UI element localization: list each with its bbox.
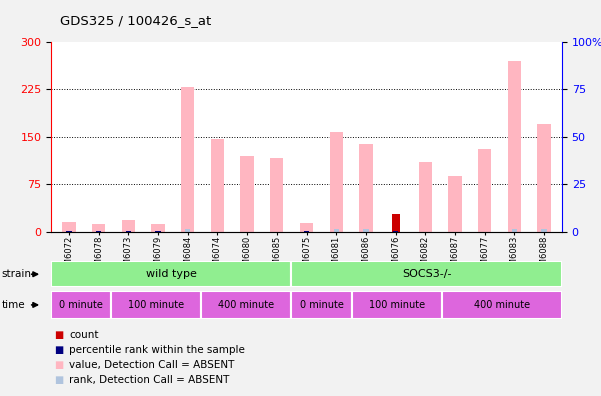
Text: 100 minute: 100 minute [368,300,425,310]
Bar [51,291,111,319]
Text: ■: ■ [54,360,63,370]
Bar [363,229,368,232]
Text: ■: ■ [54,329,63,340]
Bar [300,223,313,232]
Text: 0 minute: 0 minute [299,300,344,310]
Text: 400 minute: 400 minute [218,300,275,310]
Bar [51,261,291,287]
Bar [448,176,462,232]
Bar [537,124,551,232]
Text: ■: ■ [54,375,63,385]
Bar [291,291,352,319]
Bar [359,144,373,232]
Text: strain: strain [1,269,31,279]
Text: 100 minute: 100 minute [128,300,185,310]
Bar [478,149,492,232]
Bar [442,291,562,319]
Bar [240,156,254,232]
Text: rank, Detection Call = ABSENT: rank, Detection Call = ABSENT [69,375,230,385]
Text: ■: ■ [54,345,63,355]
Bar [511,228,517,232]
Bar [393,231,398,232]
Bar [185,228,191,232]
Bar [270,158,284,232]
Bar [304,231,309,232]
Bar [111,291,201,319]
Bar [542,229,547,232]
Text: time: time [1,300,25,310]
Text: percentile rank within the sample: percentile rank within the sample [69,345,245,355]
Bar [508,61,521,232]
Text: SOCS3-/-: SOCS3-/- [402,269,451,279]
Text: 400 minute: 400 minute [474,300,530,310]
Bar [181,87,194,232]
Bar [126,231,131,232]
Text: count: count [69,329,99,340]
Text: 0 minute: 0 minute [59,300,103,310]
Bar [334,229,339,232]
Text: wild type: wild type [146,269,197,279]
Bar [121,220,135,232]
Bar [329,132,343,232]
Bar [201,291,291,319]
Text: GDS325 / 100426_s_at: GDS325 / 100426_s_at [60,14,212,27]
Bar [92,224,105,232]
Text: value, Detection Call = ABSENT: value, Detection Call = ABSENT [69,360,234,370]
Bar [352,291,442,319]
Bar [63,222,76,232]
Bar [419,162,432,232]
Bar [211,139,224,232]
Bar [392,214,400,232]
Bar [291,261,562,287]
Bar [151,224,165,232]
